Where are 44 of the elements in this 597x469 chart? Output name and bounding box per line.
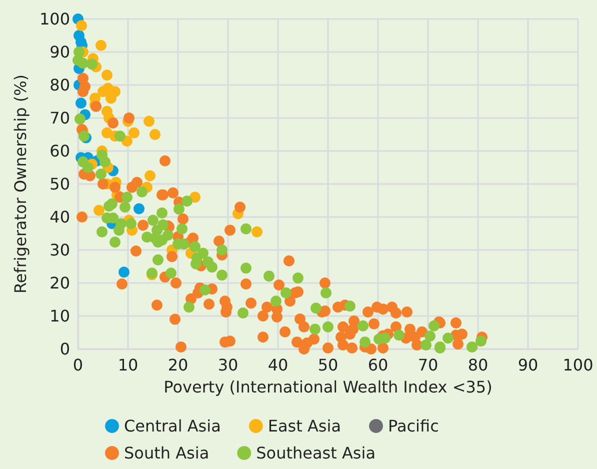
point bbox=[150, 129, 160, 140]
x-tick-label: 50 bbox=[318, 356, 338, 374]
point bbox=[252, 226, 262, 238]
y-tick-label: 60 bbox=[50, 142, 70, 160]
point bbox=[76, 20, 87, 32]
legend-label: East Asia bbox=[268, 416, 342, 436]
y-tick-label: 50 bbox=[50, 174, 70, 194]
y-axis-title: Refrigerator Ownership (%) bbox=[11, 74, 30, 294]
x-tick-label: 100 bbox=[562, 356, 594, 374]
x-tick-label: 90 bbox=[518, 356, 538, 374]
legend-label: Southeast Asia bbox=[256, 444, 376, 462]
x-tick-label: 40 bbox=[268, 356, 288, 374]
point bbox=[96, 40, 106, 51]
x-tick-label: 70 bbox=[418, 356, 438, 374]
point bbox=[144, 116, 154, 127]
x-axis-title: Poverty (International Wealth Index <35) bbox=[164, 378, 492, 396]
x-tick-label: 20 bbox=[168, 356, 188, 374]
point bbox=[106, 92, 116, 104]
x-tick-label: 30 bbox=[218, 356, 238, 374]
y-tick-label: 30 bbox=[50, 240, 70, 260]
legend-label: Central Asia bbox=[124, 416, 221, 436]
point bbox=[118, 266, 130, 278]
x-tick-label: 10 bbox=[118, 356, 138, 374]
point bbox=[144, 170, 156, 182]
point bbox=[134, 203, 144, 214]
y-tick-label: 70 bbox=[50, 108, 70, 128]
y-tick-label: 90 bbox=[50, 42, 70, 62]
point bbox=[94, 204, 104, 216]
x-tick-label: 80 bbox=[468, 356, 488, 374]
point bbox=[76, 98, 86, 109]
point bbox=[190, 192, 200, 203]
x-tick-label: 0 bbox=[72, 356, 84, 374]
y-tick-label: 100 bbox=[39, 10, 70, 28]
y-tick-label: 40 bbox=[50, 208, 70, 226]
y-tick-label: 80 bbox=[50, 76, 70, 94]
legend-label: Pacific bbox=[388, 416, 439, 436]
y-tick-label: 0 bbox=[60, 340, 70, 358]
x-tick-label: 60 bbox=[368, 356, 388, 374]
point bbox=[102, 70, 112, 81]
point bbox=[128, 127, 140, 138]
y-tick-label: 10 bbox=[50, 306, 70, 326]
point bbox=[98, 86, 108, 98]
legend-label: South Asia bbox=[124, 444, 210, 462]
y-tick-label: 20 bbox=[50, 274, 70, 292]
